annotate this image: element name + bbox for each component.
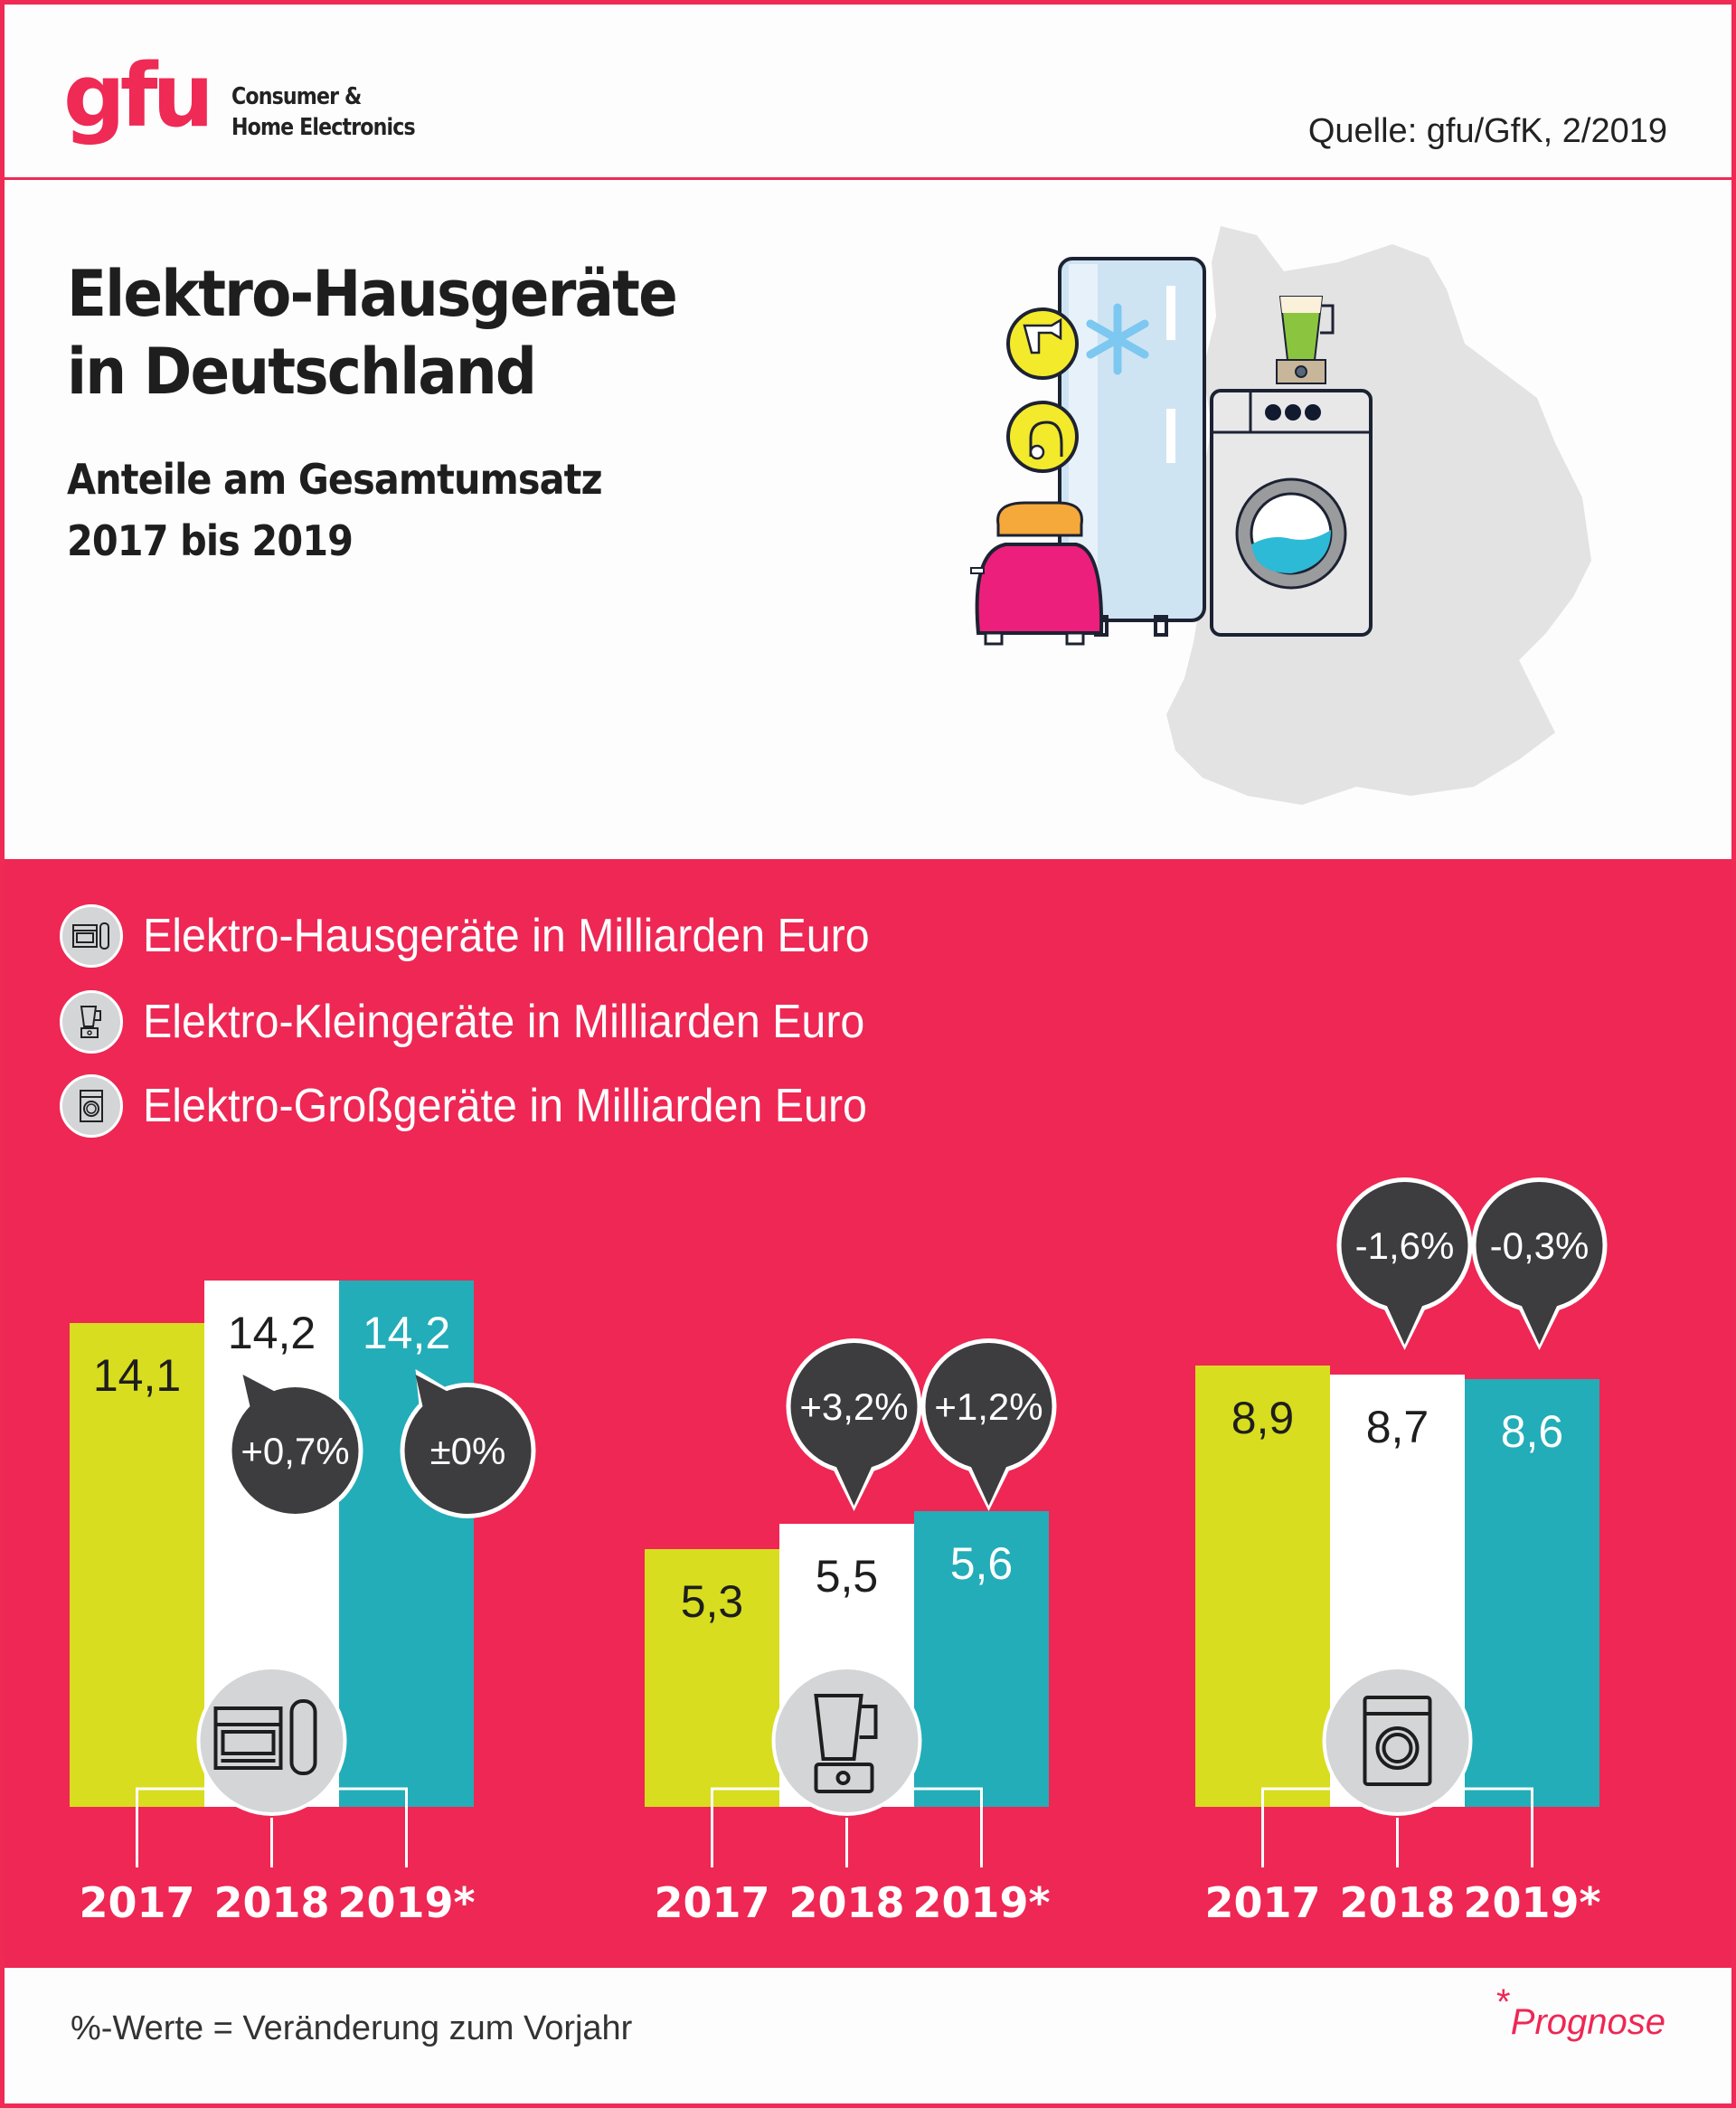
change-bubble-tail: [1386, 1305, 1423, 1345]
oven-shaver-icon-glyph: [213, 1699, 317, 1775]
year-label: 2019*: [912, 1878, 1050, 1927]
bar-value-label: 14,1: [93, 1350, 181, 1401]
blender-icon: [60, 990, 123, 1054]
year-label: 2018: [213, 1878, 329, 1927]
connector-line-2019: [901, 1787, 983, 1867]
appliances-illustration: [970, 226, 1591, 805]
change-bubble-tail: [1521, 1305, 1558, 1345]
connector-line-2017: [136, 1787, 218, 1867]
logo-sub-line1: Consumer &: [231, 83, 362, 110]
subtitle-line1: Anteile am Gesamtumsatz: [67, 455, 603, 504]
hair-dryer-badge-icon: [1006, 307, 1079, 380]
bar-2019: [339, 1281, 474, 1807]
oven-shaver-icon: [60, 904, 123, 968]
bar-value-label: 8,6: [1501, 1406, 1564, 1457]
change-bubble-label: -1,6%: [1355, 1224, 1455, 1267]
year-label: 2019*: [337, 1878, 475, 1927]
bar-2019: [914, 1511, 1049, 1807]
change-bubble: [1341, 1182, 1468, 1309]
year-label: 2018: [1339, 1878, 1455, 1927]
change-bubble-label: -0,3%: [1490, 1224, 1590, 1267]
bar-value-label: 14,2: [363, 1308, 450, 1358]
connector-line-2019: [1451, 1787, 1533, 1867]
toaster-icon: [970, 501, 1104, 646]
year-label: 2017: [1204, 1878, 1320, 1927]
subtitle-line2: 2017 bis 2019: [67, 516, 354, 565]
blender-icon: [775, 1669, 919, 1812]
blender-illustration-icon: [1276, 296, 1335, 384]
germany-map-icon: [1166, 226, 1591, 805]
bar-value-label: 5,5: [816, 1551, 879, 1602]
change-bubble-tail: [415, 1375, 450, 1414]
change-bubble: [231, 1387, 359, 1514]
change-bubble: [925, 1343, 1052, 1470]
bar-2017: [645, 1549, 779, 1807]
bar-value-label: 14,2: [228, 1308, 316, 1358]
header-divider: [0, 177, 1736, 180]
change-bubble-tail: [970, 1466, 1007, 1506]
page-title: Elektro-Hausgeräte in Deutschland: [67, 255, 678, 411]
change-bubble: [404, 1387, 532, 1514]
year-label: 2017: [79, 1878, 194, 1927]
legend-label: Elektro-Großgeräte in Milliarden Euro: [143, 1080, 867, 1132]
washing-machine-icon: [1326, 1669, 1469, 1812]
change-bubble-tail: [835, 1466, 873, 1506]
year-label: 2018: [788, 1878, 904, 1927]
legend-label: Elektro-Kleingeräte in Milliarden Euro: [143, 996, 865, 1048]
forecast-label: Prognose: [1510, 2002, 1665, 2042]
vacuum-badge-icon: [1006, 401, 1079, 473]
gfu-logo-subtitle: Consumer & Home Electronics: [231, 81, 416, 143]
bar-value-label: 8,7: [1366, 1402, 1429, 1452]
legend-item-grossgeraete: Elektro-Großgeräte in Milliarden Euro: [60, 1073, 921, 1139]
logo-sub-line2: Home Electronics: [231, 114, 416, 141]
washing-machine-illustration-icon: [1210, 389, 1373, 637]
connector-line-2019: [326, 1787, 408, 1867]
year-label: 2019*: [1463, 1878, 1600, 1927]
bar-value-label: 5,3: [681, 1576, 744, 1627]
legend-item-kleingeraete: Elektro-Kleingeräte in Milliarden Euro: [60, 989, 919, 1054]
page-subtitle: Anteile am Gesamtumsatz 2017 bis 2019: [67, 449, 603, 572]
bar-2017: [70, 1323, 204, 1807]
change-bubble: [790, 1343, 918, 1470]
connector-line-2017: [711, 1787, 793, 1867]
bar-2017: [1195, 1366, 1330, 1807]
snowflake-icon: [1086, 303, 1149, 375]
title-line1: Elektro-Hausgeräte: [67, 257, 678, 331]
gfu-logo: gfu: [63, 45, 214, 147]
forecast-asterisk: *: [1495, 1982, 1509, 2022]
blender-icon-glyph: [814, 1694, 878, 1793]
forecast-note: *Prognose: [1495, 1982, 1665, 2043]
bar-2019: [1465, 1379, 1599, 1807]
legend-item-hausgeraete: Elektro-Hausgeräte in Milliarden Euro: [60, 903, 924, 969]
change-bubble-label: ±0%: [430, 1430, 506, 1472]
footer-note: %-Werte = Veränderung zum Vorjahr: [71, 2009, 633, 2047]
refrigerator-icon: [1058, 257, 1206, 637]
washing-machine-icon: [60, 1074, 123, 1138]
legend-label: Elektro-Hausgeräte in Milliarden Euro: [143, 910, 870, 962]
title-line2: in Deutschland: [67, 335, 537, 409]
change-bubble-label: +1,2%: [934, 1385, 1043, 1428]
change-bubble-tail: [242, 1375, 278, 1414]
change-bubble: [1476, 1182, 1603, 1309]
change-bubble-label: +3,2%: [799, 1385, 908, 1428]
bar-value-label: 8,9: [1231, 1393, 1295, 1443]
change-bubble-label: +0,7%: [241, 1430, 349, 1472]
connector-line-2017: [1261, 1787, 1344, 1867]
bar-value-label: 5,6: [950, 1538, 1014, 1589]
year-label: 2017: [654, 1878, 769, 1927]
washing-machine-icon-glyph: [1363, 1696, 1432, 1786]
source-note: Quelle: gfu/GfK, 2/2019: [1307, 112, 1667, 150]
